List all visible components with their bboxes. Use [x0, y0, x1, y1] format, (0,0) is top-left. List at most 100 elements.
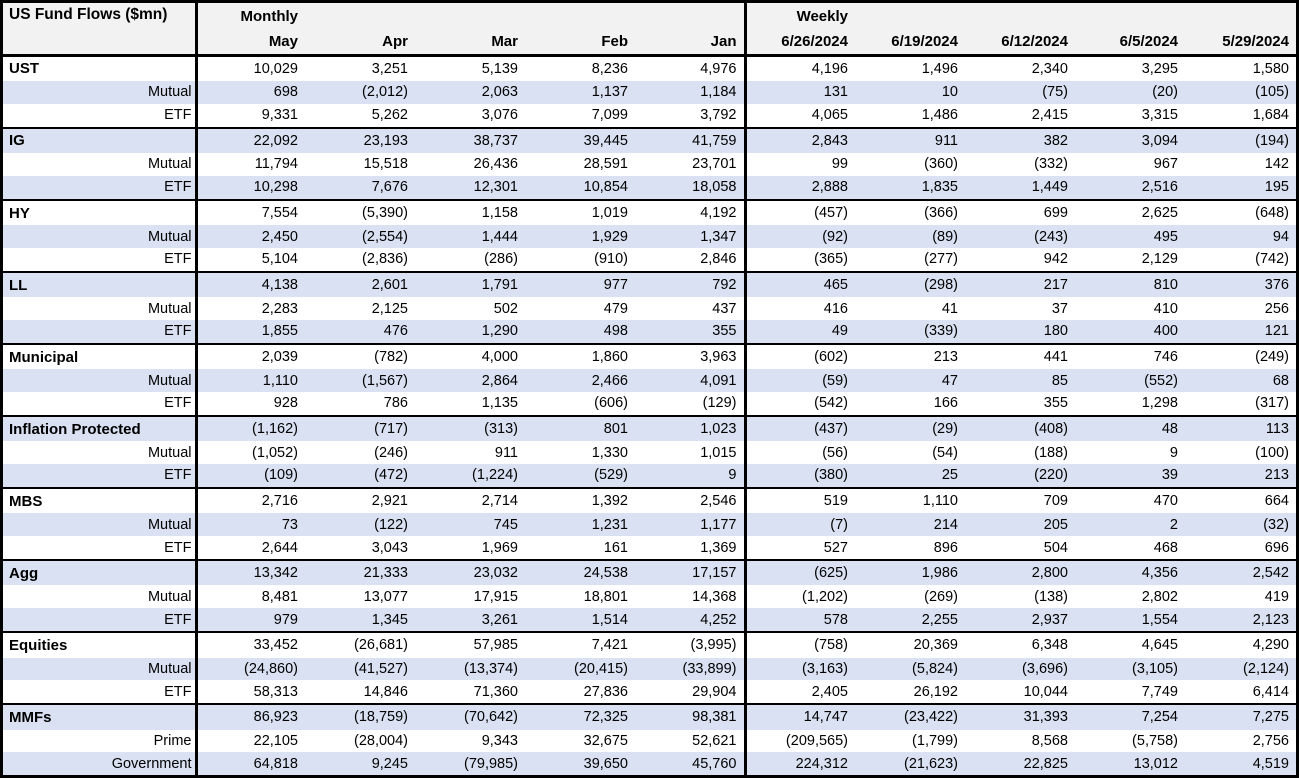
monthly-data-cell[interactable]: 1,231	[525, 513, 635, 537]
weekly-data-cell[interactable]: (92)	[743, 225, 855, 248]
weekly-data-cell[interactable]: 224,312	[743, 752, 855, 775]
monthly-data-cell[interactable]: 786	[305, 391, 415, 416]
sub-label-cell[interactable]: ETF	[3, 319, 198, 344]
weekly-data-cell[interactable]: 1,449	[965, 175, 1075, 200]
monthly-data-cell[interactable]: 1,969	[415, 536, 525, 561]
weekly-data-cell[interactable]: 519	[743, 486, 855, 514]
weekly-data-cell[interactable]: 470	[1075, 486, 1185, 514]
weekly-data-cell[interactable]: 6,414	[1185, 680, 1296, 705]
monthly-data-cell[interactable]: 9	[635, 463, 745, 488]
group-label-cell[interactable]: Municipal	[3, 342, 198, 370]
weekly-data-cell[interactable]: (380)	[743, 463, 855, 488]
monthly-data-cell[interactable]: 1,330	[525, 441, 635, 464]
monthly-data-cell[interactable]: 3,043	[305, 536, 415, 561]
weekly-data-cell[interactable]: (89)	[855, 225, 965, 248]
monthly-data-cell[interactable]: (529)	[525, 463, 635, 488]
weekly-data-cell[interactable]: 94	[1185, 225, 1296, 248]
monthly-data-cell[interactable]: 22,092	[194, 126, 305, 154]
weekly-data-cell[interactable]: 2,843	[743, 126, 855, 154]
monthly-data-cell[interactable]: (26,681)	[305, 631, 415, 658]
weekly-data-cell[interactable]: 1,554	[1075, 608, 1185, 633]
weekly-data-cell[interactable]: 113	[1185, 414, 1296, 442]
sub-label-cell[interactable]: Mutual	[3, 585, 198, 609]
weekly-data-cell[interactable]: (1,799)	[855, 729, 965, 753]
monthly-data-cell[interactable]: 4,000	[415, 342, 525, 370]
weekly-data-cell[interactable]: 578	[743, 608, 855, 633]
weekly-data-cell[interactable]: 213	[1185, 463, 1296, 488]
sub-label-cell[interactable]: Mutual	[3, 369, 198, 392]
monthly-data-cell[interactable]: 18,801	[525, 585, 635, 609]
monthly-data-cell[interactable]: 2,450	[194, 225, 305, 248]
weekly-data-cell[interactable]: (3,105)	[1075, 657, 1185, 681]
monthly-data-cell[interactable]: 1,135	[415, 391, 525, 416]
weekly-data-cell[interactable]: (75)	[965, 81, 1075, 104]
monthly-data-cell[interactable]: (1,052)	[194, 441, 305, 464]
sub-label-cell[interactable]: ETF	[3, 463, 198, 488]
weekly-data-cell[interactable]: 20,369	[855, 631, 965, 658]
monthly-column-header[interactable]: Jan	[635, 29, 745, 57]
monthly-data-cell[interactable]: 1,392	[525, 486, 635, 514]
monthly-data-cell[interactable]: 1,290	[415, 319, 525, 344]
weekly-data-cell[interactable]: 1,486	[855, 103, 965, 128]
monthly-data-cell[interactable]: 39,445	[525, 126, 635, 154]
weekly-data-cell[interactable]: (552)	[1075, 369, 1185, 392]
weekly-data-cell[interactable]: 256	[1185, 297, 1296, 320]
weekly-data-cell[interactable]: 131	[743, 81, 855, 104]
monthly-data-cell[interactable]: 355	[635, 319, 745, 344]
monthly-data-cell[interactable]: (18,759)	[305, 703, 415, 730]
monthly-data-cell[interactable]: 32,675	[525, 729, 635, 753]
monthly-data-cell[interactable]: 27,836	[525, 680, 635, 705]
weekly-data-cell[interactable]: 527	[743, 536, 855, 561]
sub-label-cell[interactable]: Government	[3, 752, 198, 775]
monthly-data-cell[interactable]: 2,039	[194, 342, 305, 370]
monthly-data-cell[interactable]: 2,864	[415, 369, 525, 392]
monthly-data-cell[interactable]: 2,546	[635, 486, 745, 514]
weekly-data-cell[interactable]: 376	[1185, 270, 1296, 298]
weekly-data-cell[interactable]: 2,340	[965, 55, 1075, 82]
monthly-data-cell[interactable]: (910)	[525, 247, 635, 272]
weekly-data-cell[interactable]: (32)	[1185, 513, 1296, 537]
monthly-data-cell[interactable]: 2,714	[415, 486, 525, 514]
monthly-data-cell[interactable]: 2,644	[194, 536, 305, 561]
monthly-data-cell[interactable]: 52,621	[635, 729, 745, 753]
weekly-data-cell[interactable]: (3,696)	[965, 657, 1075, 681]
weekly-data-cell[interactable]: 4,196	[743, 55, 855, 82]
monthly-data-cell[interactable]: 22,105	[194, 729, 305, 753]
monthly-data-cell[interactable]: 4,976	[635, 55, 745, 82]
monthly-data-cell[interactable]: 476	[305, 319, 415, 344]
monthly-data-cell[interactable]: 10,298	[194, 175, 305, 200]
weekly-data-cell[interactable]: 1,986	[855, 559, 965, 586]
monthly-data-cell[interactable]: 4,091	[635, 369, 745, 392]
weekly-data-cell[interactable]: 4,645	[1075, 631, 1185, 658]
weekly-data-cell[interactable]: 2,405	[743, 680, 855, 705]
weekly-data-cell[interactable]: 400	[1075, 319, 1185, 344]
weekly-data-cell[interactable]: 142	[1185, 153, 1296, 176]
monthly-data-cell[interactable]: 57,985	[415, 631, 525, 658]
monthly-data-cell[interactable]: (286)	[415, 247, 525, 272]
monthly-column-header[interactable]: May	[194, 29, 305, 57]
monthly-data-cell[interactable]: 9,331	[194, 103, 305, 128]
weekly-column-header[interactable]: 5/29/2024	[1185, 29, 1296, 57]
weekly-data-cell[interactable]: 664	[1185, 486, 1296, 514]
weekly-data-cell[interactable]: 13,012	[1075, 752, 1185, 775]
monthly-data-cell[interactable]: 13,342	[194, 559, 305, 586]
monthly-data-cell[interactable]: (129)	[635, 391, 745, 416]
monthly-data-cell[interactable]: 17,157	[635, 559, 745, 586]
weekly-data-cell[interactable]: (220)	[965, 463, 1075, 488]
weekly-data-cell[interactable]: 195	[1185, 175, 1296, 200]
monthly-data-cell[interactable]: (472)	[305, 463, 415, 488]
weekly-data-cell[interactable]: 121	[1185, 319, 1296, 344]
monthly-data-cell[interactable]: 64,818	[194, 752, 305, 775]
monthly-data-cell[interactable]: 3,963	[635, 342, 745, 370]
monthly-data-cell[interactable]: (70,642)	[415, 703, 525, 730]
weekly-data-cell[interactable]: 504	[965, 536, 1075, 561]
weekly-data-cell[interactable]: 99	[743, 153, 855, 176]
monthly-data-cell[interactable]: (5,390)	[305, 198, 415, 226]
monthly-data-cell[interactable]: (13,374)	[415, 657, 525, 681]
weekly-data-cell[interactable]: (20)	[1075, 81, 1185, 104]
monthly-data-cell[interactable]: 498	[525, 319, 635, 344]
weekly-data-cell[interactable]: 746	[1075, 342, 1185, 370]
weekly-data-cell[interactable]: 6,348	[965, 631, 1075, 658]
weekly-data-cell[interactable]: 22,825	[965, 752, 1075, 775]
weekly-data-cell[interactable]: (360)	[855, 153, 965, 176]
